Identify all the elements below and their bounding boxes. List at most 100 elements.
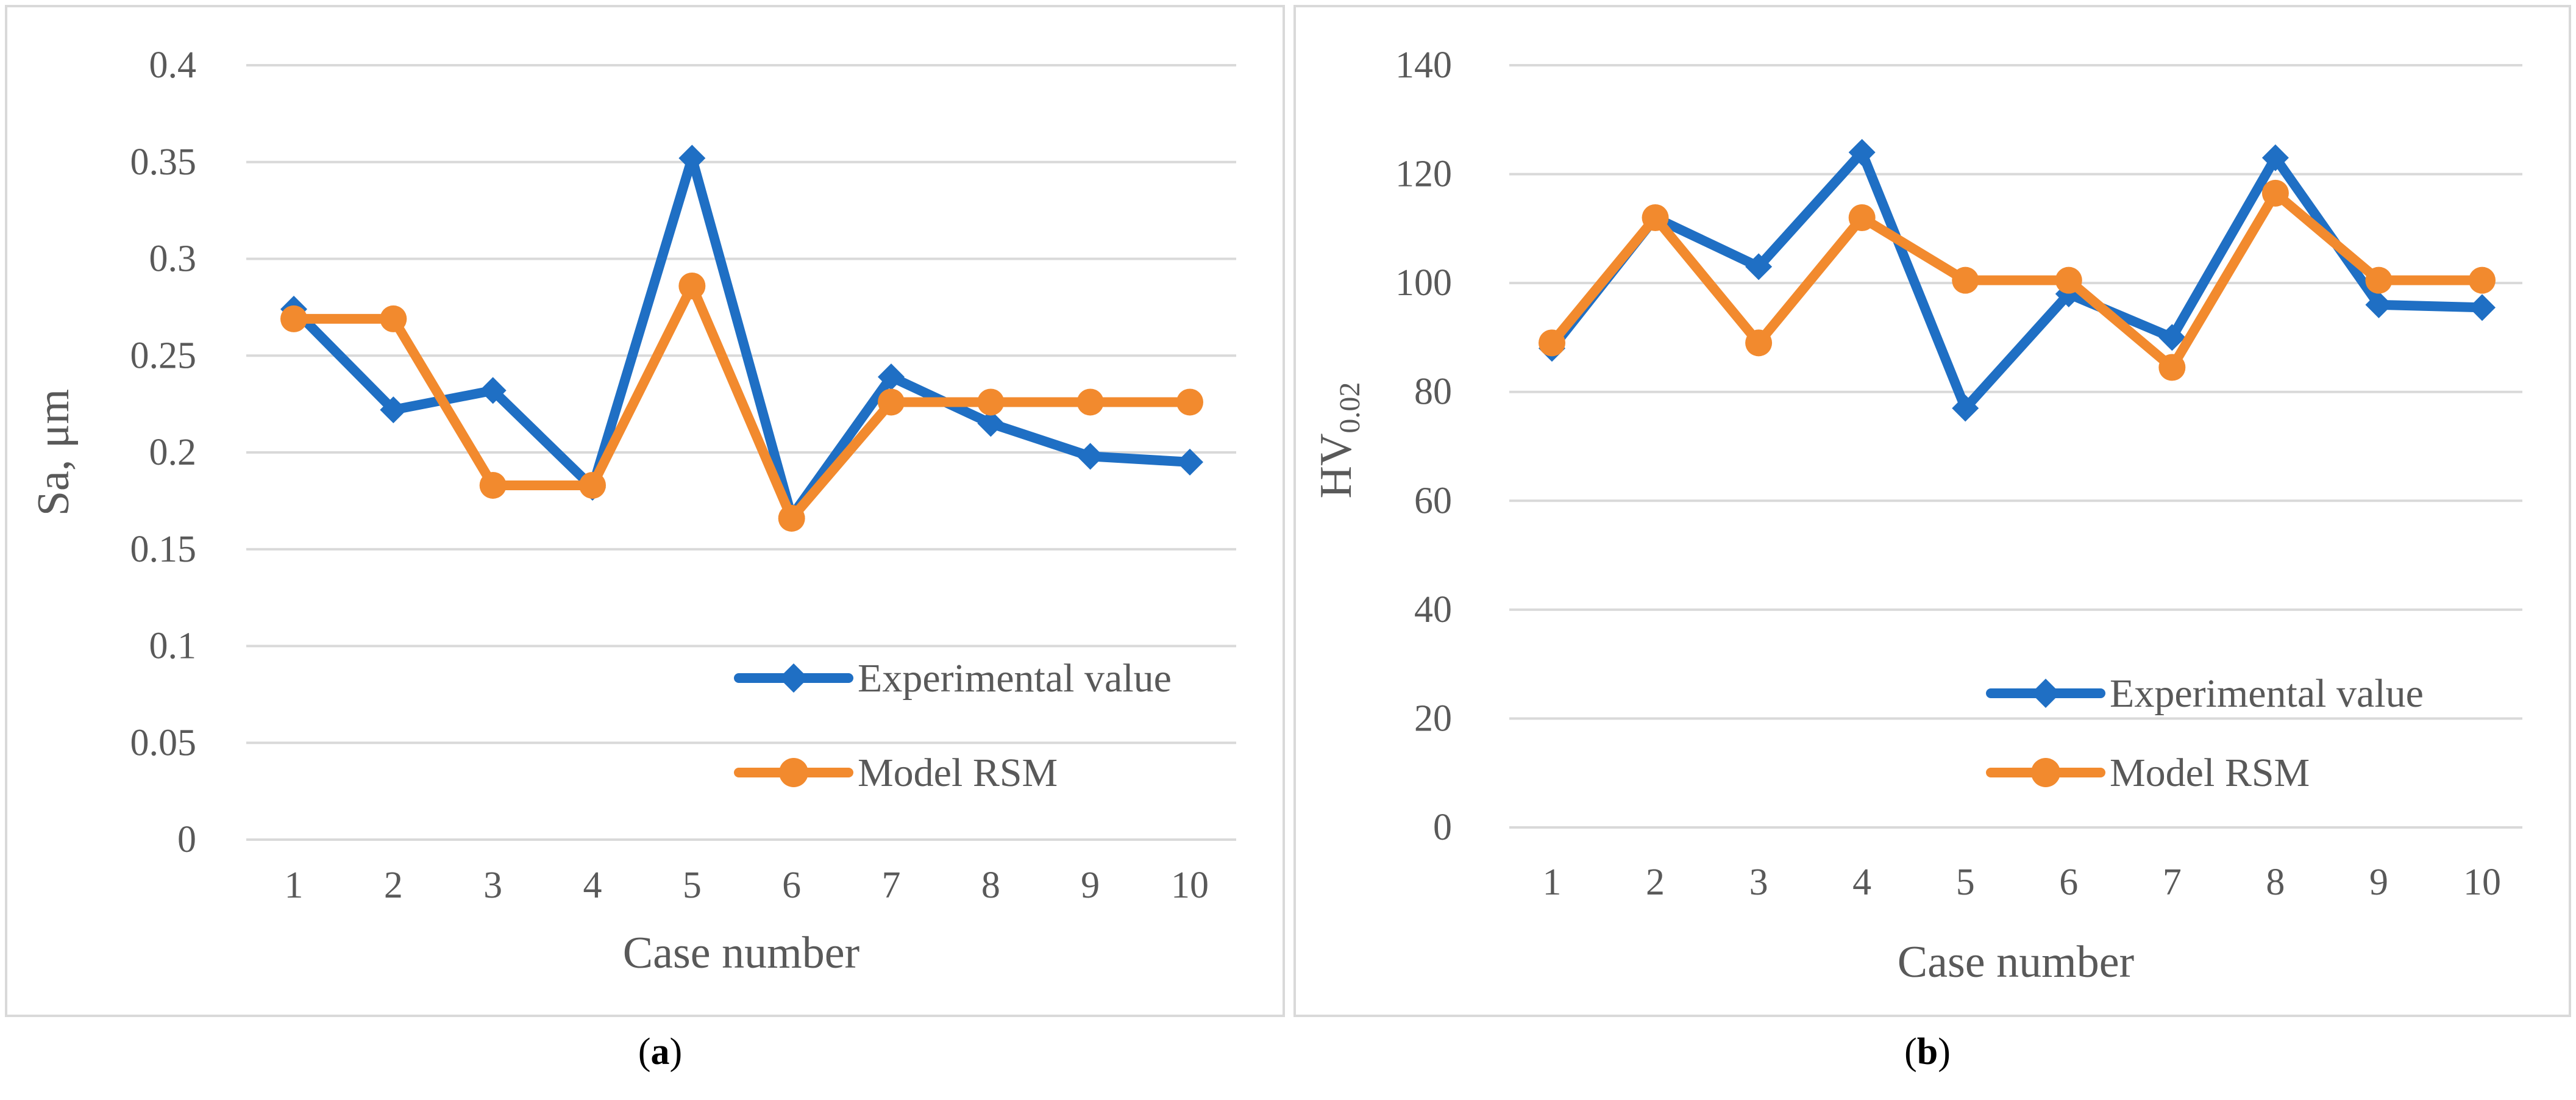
chart-b-x-tick-label: 2 <box>1646 862 1665 903</box>
chart-b-legend-label-0: Experimental value <box>2110 671 2424 716</box>
chart-a-model-point <box>778 504 805 532</box>
caption-a-close: ) <box>669 1031 683 1073</box>
chart-a-experimental-point <box>1076 443 1104 470</box>
chart-a-series-model-line <box>289 280 1195 523</box>
chart-b-experimental-point <box>2365 291 2393 318</box>
chart-a-x-tick-label: 1 <box>285 865 304 906</box>
chart-a-experimental-point <box>678 145 706 172</box>
chart-b-x-tick-label: 5 <box>1956 862 1975 903</box>
chart-b-model-point <box>1642 204 1669 231</box>
chart-b-model-point <box>2055 266 2082 294</box>
chart-b-y-tick-label: 20 <box>1414 698 1452 739</box>
chart-b-model-point <box>2261 179 2289 207</box>
chart-a-model-point <box>479 471 507 499</box>
chart-b-y-axis-title-main: HV <box>1311 434 1361 499</box>
chart-b-y-axis-title: HV0.02 <box>1311 382 1366 499</box>
chart-b-x-tick-label: 6 <box>2059 862 2078 903</box>
chart-b-y-axis-title-sub: 0.02 <box>1334 382 1366 434</box>
caption-b-close: ) <box>1938 1031 1951 1073</box>
chart-b-y-tick-label: 40 <box>1414 589 1452 630</box>
chart-a-series-experimental-line <box>289 153 1195 521</box>
chart-a-legend-label-1: Model RSM <box>858 751 1058 795</box>
chart-a-experimental-point <box>878 363 905 391</box>
chart-a-y-tick-label: 0.15 <box>130 529 197 570</box>
chart-a-model-point <box>977 388 1005 416</box>
chart-b-x-tick-label: 9 <box>2369 862 2388 903</box>
chart-b-experimental-point <box>2469 294 2496 321</box>
chart-a-y-axis-title: Sa, μm <box>29 389 79 516</box>
chart-a-x-tick-label: 3 <box>483 865 502 906</box>
chart-b-legend-marker-1 <box>2031 758 2060 787</box>
chart-b-model-point <box>2158 354 2186 381</box>
chart-a-y-tick-label: 0.35 <box>130 141 197 183</box>
caption-a-letter: a <box>650 1031 670 1073</box>
caption-b-open: ( <box>1904 1031 1917 1073</box>
chart-b-svg: 0 20 40 60 80 100 120 140 1 2 3 4 5 6 7 8 9 10 Case number… <box>1311 45 2522 987</box>
chart-a-model-point <box>878 388 905 416</box>
chart-a-legend-marker-0 <box>779 663 808 693</box>
chart-b-model-point <box>1745 329 1773 357</box>
chart-a-model-point <box>1176 388 1203 416</box>
caption-a-open: ( <box>638 1031 651 1073</box>
chart-a-experimental-point <box>380 396 407 424</box>
chart-a-model-point <box>579 471 606 499</box>
chart-b-experimental-point <box>1848 138 1876 166</box>
chart-a-y-tick-label: 0.4 <box>149 45 197 86</box>
chart-a-experimental-point <box>977 410 1005 437</box>
chart-a-model-point <box>678 272 706 299</box>
chart-b-model-point <box>1539 329 1565 357</box>
chart-b-legend-label-1: Model RSM <box>2110 751 2310 795</box>
chart-a-experimental-point <box>1176 448 1203 476</box>
chart-panel-b: 0 20 40 60 80 100 120 140 1 2 3 4 5 6 7 8 9 10 Case number… <box>1293 5 2571 1017</box>
chart-a-model-point <box>280 305 307 332</box>
chart-a-experimental-point <box>479 377 507 404</box>
chart-a-x-axis-title: Case number <box>623 928 859 978</box>
chart-panel-a: 0 0.05 0.1 0.15 0.2 0.25 0.3 0.35 0.4 1 2 3 4 5 6 7 8 9 10… <box>5 5 1285 1017</box>
chart-b-x-tick-label: 1 <box>1543 862 1562 903</box>
chart-a-x-tick-label: 4 <box>583 865 602 906</box>
chart-b-model-point <box>2469 266 2496 294</box>
chart-b-y-tick-label: 120 <box>1395 154 1452 195</box>
caption-a: (a) <box>599 1030 721 1074</box>
chart-b-legend-marker-0 <box>2031 679 2060 708</box>
chart-b-y-tick-label: 80 <box>1414 371 1452 413</box>
chart-b-experimental-point <box>2261 144 2289 171</box>
chart-b-model-point <box>1952 266 1979 294</box>
chart-a-y-tick-label: 0.05 <box>130 722 197 763</box>
chart-b-experimental-point <box>1952 395 1979 422</box>
chart-a-y-tick-label: 0.1 <box>149 626 197 667</box>
chart-a-x-tick-label: 9 <box>1081 865 1100 906</box>
chart-a-x-tick-label: 8 <box>981 865 1000 906</box>
chart-a-y-tick-label: 0 <box>177 819 196 860</box>
caption-b-letter: b <box>1916 1031 1938 1073</box>
chart-b-series-model-line <box>1547 188 2487 373</box>
chart-b-model-point <box>1848 204 1876 231</box>
chart-a-svg: 0 0.05 0.1 0.15 0.2 0.25 0.3 0.35 0.4 1 2 3 4 5 6 7 8 9 10… <box>29 45 1236 978</box>
chart-b-x-tick-label: 8 <box>2266 862 2285 903</box>
chart-a-y-tick-label: 0.2 <box>149 432 197 473</box>
chart-b-x-axis-title: Case number <box>1898 937 2134 987</box>
chart-a-y-tick-label: 0.25 <box>130 335 197 376</box>
chart-a-x-tick-label: 6 <box>782 865 801 906</box>
chart-a-x-tick-label: 2 <box>384 865 403 906</box>
chart-b-x-tick-label: 4 <box>1852 862 1871 903</box>
chart-b-y-tick-label: 140 <box>1395 45 1452 86</box>
chart-b-y-tick-label: 100 <box>1395 262 1452 304</box>
chart-b-y-tick-label: 0 <box>1433 807 1452 848</box>
chart-a-model-point <box>380 305 407 332</box>
chart-b-model-point <box>2365 266 2393 294</box>
chart-a-model-point <box>1076 388 1104 416</box>
chart-a-x-tick-label: 10 <box>1171 865 1209 906</box>
caption-b: (b) <box>1866 1030 1988 1074</box>
chart-b-experimental-point <box>1745 253 1773 280</box>
chart-a-legend-marker-1 <box>779 758 808 787</box>
chart-a-x-tick-label: 5 <box>683 865 702 906</box>
chart-b-x-tick-label: 3 <box>1749 862 1768 903</box>
chart-b-experimental-point <box>2158 324 2186 351</box>
chart-b-x-tick-label: 7 <box>2163 862 2182 903</box>
chart-b-x-tick-label: 10 <box>2463 862 2501 903</box>
chart-a-legend-label-0: Experimental value <box>858 656 1172 701</box>
chart-a-y-tick-label: 0.3 <box>149 238 197 280</box>
chart-a-x-tick-label: 7 <box>882 865 901 906</box>
chart-b-y-tick-label: 60 <box>1414 480 1452 521</box>
